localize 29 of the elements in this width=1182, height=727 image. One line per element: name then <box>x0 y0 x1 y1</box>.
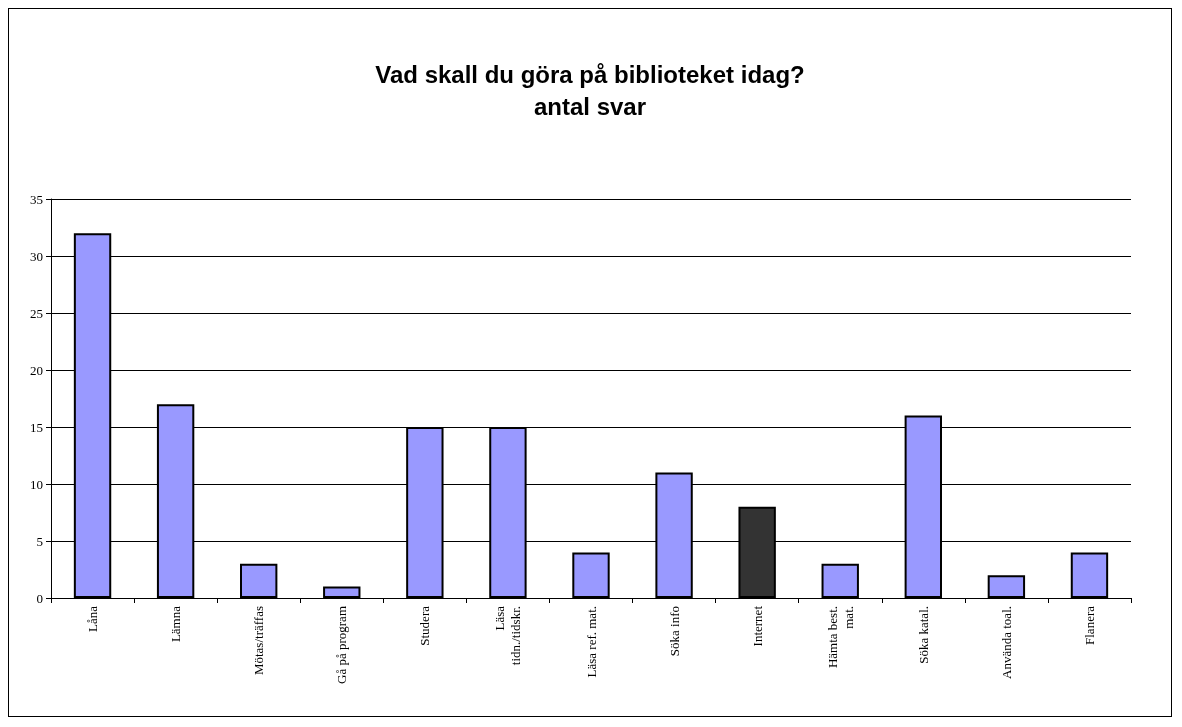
x-tick-label: Mötas/träffas <box>251 606 267 676</box>
y-tick-label: 30 <box>30 248 43 264</box>
x-tick-label: Söka info <box>666 606 682 657</box>
bar <box>987 575 1026 598</box>
y-tick-label: 10 <box>30 476 43 492</box>
x-tick-label: Hämta best. mat. <box>824 606 856 669</box>
x-tick-label: Söka katal. <box>915 606 931 664</box>
x-tick-label: Använda toal. <box>998 606 1014 679</box>
x-tick-label: Studera <box>417 605 433 646</box>
x-tick-label: Läsa tidn./tidskr. <box>492 605 524 666</box>
y-tick-label: 20 <box>30 362 43 378</box>
y-tick-label: 0 <box>36 590 43 606</box>
bar <box>821 563 859 598</box>
x-tick-label: Internet <box>749 605 765 647</box>
x-tick-label: Flanera <box>1081 605 1097 645</box>
x-tick-label: Läsa ref. mat. <box>583 606 599 678</box>
y-tick-label: 5 <box>36 533 43 549</box>
chart-subtitle: antal svar <box>533 92 647 120</box>
x-tick-label: Lämna <box>168 605 184 643</box>
x-tick-label: Låna <box>85 605 101 632</box>
x-tick-label: Gå på program <box>334 606 350 684</box>
bar <box>240 563 278 598</box>
bar <box>1070 552 1109 598</box>
y-tick-label: 15 <box>30 419 43 435</box>
y-tick-label: 35 <box>30 191 43 207</box>
bar <box>323 586 361 598</box>
bar <box>572 552 610 598</box>
y-tick-label: 25 <box>30 305 43 321</box>
chart-title: Vad skall du göra på biblioteket idag? <box>375 60 805 88</box>
